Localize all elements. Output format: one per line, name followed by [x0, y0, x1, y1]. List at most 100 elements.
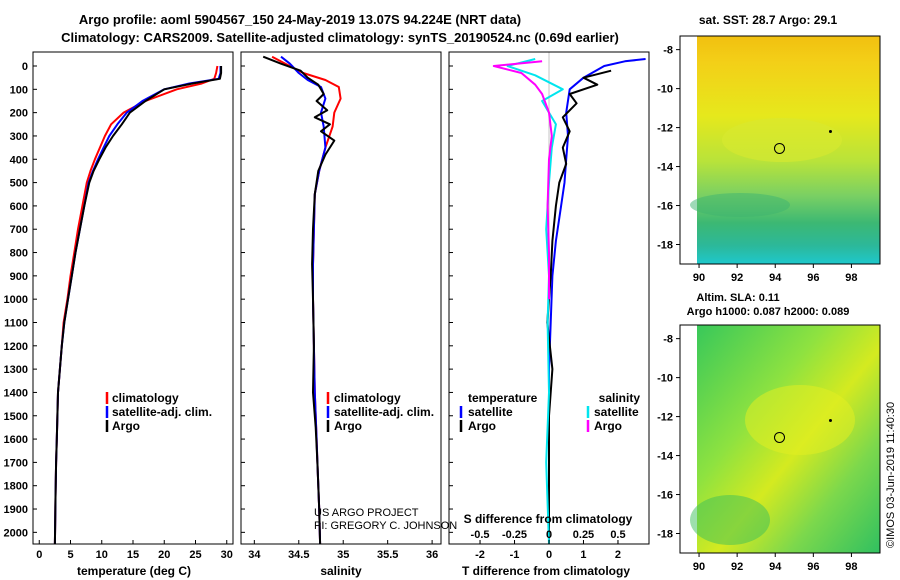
s-diff-tick-label: -0.5	[471, 529, 490, 541]
s-diff-label: S difference from climatology	[464, 512, 633, 526]
depth-tick-label: 1900	[4, 504, 28, 516]
series-line-satellite-adj-clim-	[53, 66, 222, 544]
depth-tick-label: 1000	[4, 294, 28, 306]
temperature-panel: 0100200300400500600700800900100011001200…	[4, 51, 234, 578]
depth-tick-label: 1100	[4, 317, 28, 329]
temperature-tick-label: 0	[36, 549, 42, 561]
t-diff-tick-label: 1	[580, 549, 586, 561]
series-line-salinity-argo	[492, 60, 553, 300]
depth-tick-label: 400	[10, 154, 28, 166]
sla-high-patch	[745, 385, 855, 455]
salinity-tick-label: 35	[337, 549, 349, 561]
map-x-tick-label: 94	[769, 561, 782, 573]
temperature-curves	[53, 65, 223, 544]
argo-float-marker	[774, 431, 786, 443]
map-x-tick-label: 98	[845, 561, 857, 573]
depth-tick-label: 1400	[4, 387, 28, 399]
depth-tick-label: 600	[10, 201, 28, 213]
difference-x-ticks: -2 -1 0 1 2 -0.5 -0.25 0 0.25 0.5	[471, 529, 626, 561]
legend-title-temperature: temperature	[468, 391, 538, 405]
difference-legend: temperature satellite Argo salinity sate…	[459, 391, 641, 433]
legend-label-satellite: satellite-adj. clim.	[112, 405, 212, 419]
map-x-tick-label: 98	[845, 272, 857, 284]
depth-tick-label: 500	[10, 178, 28, 190]
temperature-tick-label: 5	[67, 549, 73, 561]
sla-map-frame	[679, 324, 881, 554]
temperature-x-ticks: 0 5 10 15 20 25 30	[36, 540, 233, 561]
float-track-point	[828, 129, 832, 133]
depth-tick-label: 1200	[4, 341, 28, 353]
imos-watermark: ©IMOS 03-Jun-2019 11:40:30	[885, 402, 897, 548]
sla-map-title1: Altim. SLA: 0.11	[696, 292, 779, 304]
legend-label-s-satellite: satellite	[594, 405, 639, 419]
s-diff-tick-label: 0	[546, 529, 552, 541]
sst-map: sat. SST: 28.7 Argo: 29.1	[657, 13, 881, 284]
map-x-tick-label: 90	[693, 272, 705, 284]
map-y-tick-label: -10	[657, 373, 673, 385]
float-track-point	[828, 418, 832, 422]
t-diff-tick-label: 2	[615, 549, 621, 561]
legend-label-climatology: climatology	[112, 391, 179, 405]
sla-map-ticks: 90 92 94 96 98 -8 -10 -12 -14 -16 -18	[657, 334, 857, 573]
series-line-climatology	[271, 55, 342, 544]
map-y-tick-label: -14	[657, 162, 674, 174]
series-line-temperature-argo	[546, 69, 612, 544]
salinity-xlabel: salinity	[320, 564, 362, 578]
legend-label-satellite: satellite-adj. clim.	[334, 405, 434, 419]
salinity-axes-frame	[240, 51, 442, 545]
map-x-tick-label: 92	[731, 272, 743, 284]
salinity-tick-label: 35.5	[377, 549, 398, 561]
depth-tick-label: 800	[10, 248, 28, 260]
t-diff-xlabel: T difference from climatology	[462, 564, 630, 578]
map-x-tick-label: 92	[731, 561, 743, 573]
salinity-panel: 34 34.5 35 35.5 36 salinity climatology sate…	[240, 51, 457, 578]
sst-cool-patch	[690, 193, 790, 217]
sst-warm-patch	[722, 118, 842, 162]
depth-tick-label: 1800	[4, 481, 28, 493]
legend-label-argo: Argo	[112, 419, 140, 433]
t-diff-tick-label: -1	[510, 549, 520, 561]
salinity-tick-label: 36	[426, 549, 438, 561]
temperature-legend: climatology satellite-adj. clim. Argo	[105, 391, 212, 433]
salinity-x-ticks: 34 34.5 35 35.5 36	[248, 540, 438, 561]
sla-map-title2: Argo h1000: 0.087 h2000: 0.089	[687, 306, 850, 318]
legend-label-s-argo: Argo	[594, 419, 622, 433]
map-y-tick-label: -12	[657, 412, 673, 424]
salinity-y-ticks	[241, 65, 245, 533]
legend-title-salinity: salinity	[599, 391, 641, 405]
map-y-tick-label: -8	[663, 334, 673, 346]
t-diff-tick-label: -2	[475, 549, 485, 561]
salinity-tick-label: 34.5	[288, 549, 309, 561]
depth-tick-label: 1300	[4, 364, 28, 376]
map-x-tick-label: 90	[693, 561, 705, 573]
map-x-tick-label: 96	[807, 272, 819, 284]
credit-project: US ARGO PROJECT	[314, 507, 419, 519]
temperature-axes-frame	[32, 51, 234, 545]
difference-curves	[492, 52, 646, 544]
s-diff-tick-label: 0.5	[610, 529, 625, 541]
salinity-legend: climatology satellite-adj. clim. Argo	[326, 391, 434, 433]
sst-map-frame	[679, 35, 881, 265]
argo-float-marker	[774, 142, 786, 154]
temperature-tick-label: 20	[158, 549, 170, 561]
map-y-tick-label: -16	[657, 490, 673, 502]
depth-tick-label: 1700	[4, 457, 28, 469]
depth-tick-label: 700	[10, 224, 28, 236]
t-diff-tick-label: 0	[546, 549, 552, 561]
map-y-tick-label: -18	[657, 529, 673, 541]
map-y-tick-label: -12	[657, 123, 673, 135]
temperature-tick-label: 10	[96, 549, 108, 561]
title-line2: Climatology: CARS2009. Satellite-adjuste…	[61, 30, 619, 45]
map-x-tick-label: 94	[769, 272, 782, 284]
map-x-tick-label: 96	[807, 561, 819, 573]
depth-tick-label: 900	[10, 271, 28, 283]
map-y-tick-label: -14	[657, 451, 674, 463]
title-line1: Argo profile: aoml 5904567_150 24-May-20…	[79, 12, 521, 27]
depth-tick-label: 200	[10, 108, 28, 120]
depth-tick-label: 1500	[4, 411, 28, 423]
depth-tick-label: 0	[22, 61, 28, 73]
depth-tick-labels: 0 100 200 300 400 500 600 700 800 900 1000 1100 1200…	[4, 61, 37, 539]
map-y-tick-label: -18	[657, 240, 673, 252]
map-y-tick-label: -10	[657, 84, 673, 96]
